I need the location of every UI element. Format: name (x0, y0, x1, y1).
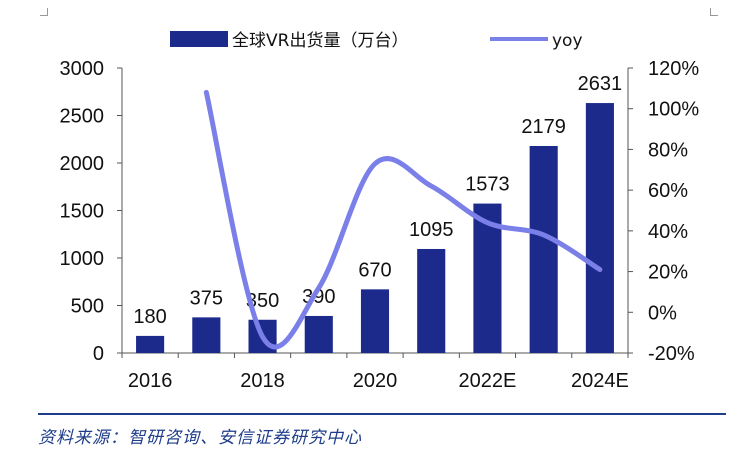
x-tick-label: 2022E (459, 370, 517, 392)
right-tick-label: 20% (648, 262, 688, 284)
right-tick-label: 80% (648, 139, 688, 161)
bars (136, 103, 614, 354)
x-axis-ticks: 2016 2018 2020 2022E 2024E (121, 353, 629, 392)
bar-data-label: 1095 (409, 219, 454, 241)
right-axis-ticks: -20% 0% 20% 40% 60% 80% 100% 120% (628, 58, 699, 365)
bar (529, 145, 558, 353)
bar-data-label: 2179 (521, 116, 566, 138)
right-tick-label: 120% (648, 58, 699, 80)
bar (417, 248, 446, 353)
left-tick-label: 2000 (60, 153, 105, 175)
x-tick-label: 2018 (240, 370, 285, 392)
left-tick-label: 1000 (60, 248, 105, 270)
corner-mark-top-right (710, 8, 718, 16)
left-tick-label: 3000 (60, 58, 105, 80)
right-tick-label: 60% (648, 180, 688, 202)
bar-data-label: 2631 (578, 73, 623, 95)
left-tick-label: 500 (71, 296, 104, 318)
right-tick-label: 100% (648, 99, 699, 121)
legend-bar-label: 全球VR出货量（万台） (232, 31, 408, 51)
bar-data-label: 350 (246, 290, 279, 312)
legend-line-label: yoy (552, 31, 583, 51)
left-axis-ticks: 0 500 1000 1500 2000 2500 3000 (60, 58, 122, 365)
x-tick-label: 2024E (571, 370, 629, 392)
left-tick-label: 0 (93, 343, 104, 365)
bar (473, 203, 502, 353)
legend: 全球VR出货量（万台） yoy (170, 31, 583, 51)
bar (304, 315, 333, 353)
bar-data-label: 1573 (465, 174, 510, 196)
corner-mark-top-left (40, 8, 48, 16)
bar (136, 335, 165, 353)
yoy-line (203, 89, 603, 350)
bar (192, 317, 221, 353)
right-tick-label: 0% (648, 302, 677, 324)
right-tick-label: -20% (648, 343, 695, 365)
yoy-series-line (203, 89, 603, 350)
right-tick-label: 40% (648, 221, 688, 243)
bar (360, 289, 390, 353)
legend-bar-swatch (170, 31, 228, 47)
bar (585, 103, 614, 354)
x-tick-label: 2016 (128, 370, 173, 392)
left-tick-label: 2500 (60, 106, 105, 128)
x-tick-label: 2020 (353, 370, 398, 392)
bar-data-label: 375 (190, 287, 223, 309)
bar-data-label: 670 (358, 259, 391, 281)
source-note: 资料来源：智研咨询、安信证券研究中心 (38, 428, 362, 448)
bar-data-label: 180 (133, 306, 166, 328)
left-tick-label: 1500 (60, 201, 105, 223)
